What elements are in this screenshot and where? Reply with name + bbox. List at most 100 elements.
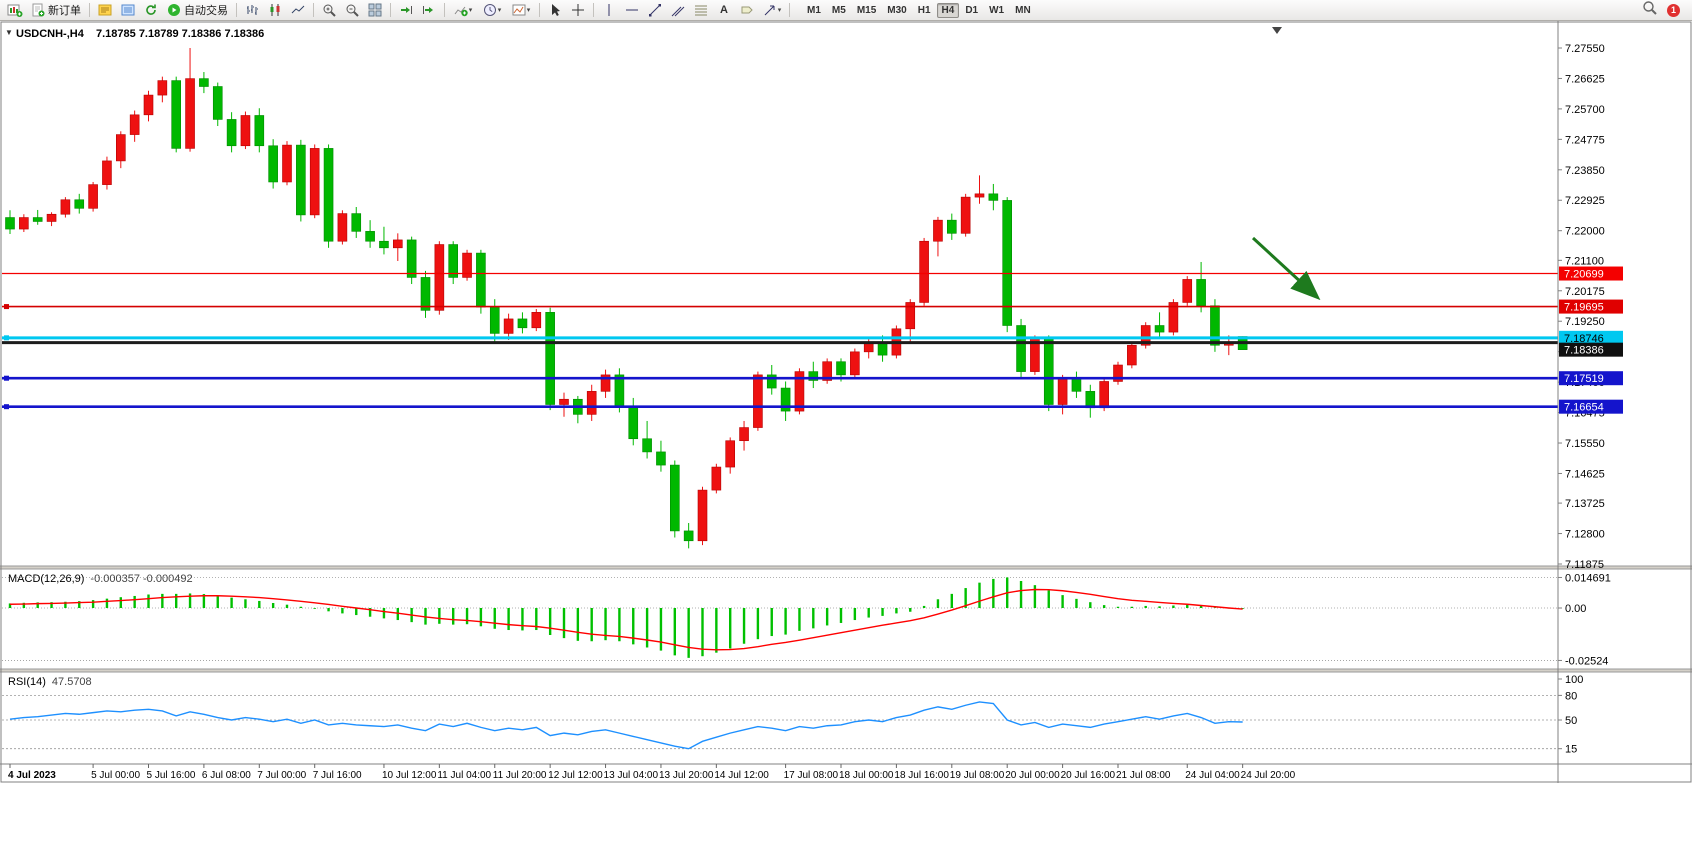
- toolbar-separator: [313, 3, 314, 17]
- market-watch-icon[interactable]: [94, 1, 116, 20]
- chart-shift-icon[interactable]: [418, 1, 440, 20]
- trend-arrow-annotation[interactable]: [1251, 236, 1321, 301]
- rsi-line: [9, 701, 1243, 750]
- chart-window: 7.27550 7.26625 7.25700 7.24775 7.23850 7.229…: [0, 21, 1692, 848]
- price-tag: [1559, 266, 1623, 281]
- zoom-in-icon[interactable]: [318, 1, 340, 20]
- macd-axis-label: -0.02524: [1565, 655, 1608, 667]
- chevron-down-icon: ▾: [497, 7, 502, 14]
- price-axis-label: 7.15550: [1565, 438, 1605, 450]
- candlestick-chart-icon[interactable]: [264, 1, 286, 20]
- time-axis-label: 6 Jul 08:00: [202, 770, 251, 781]
- time-axis-label: 12 Jul 12:00: [548, 770, 603, 781]
- rsi-panel: [2, 695, 1558, 750]
- time-axis-label: 5 Jul 16:00: [147, 770, 196, 781]
- chart-title-symbol: USDCNH-,H4: [16, 28, 85, 40]
- auto-scroll-icon[interactable]: [395, 1, 417, 20]
- timeframe-d1[interactable]: D1: [965, 4, 979, 16]
- time-axis-label: 13 Jul 04:00: [604, 770, 659, 781]
- time-axis-label: 21 Jul 08:00: [1116, 770, 1171, 781]
- timeframe-h1[interactable]: H1: [917, 4, 931, 16]
- notification-badge[interactable]: 1: [1667, 3, 1680, 17]
- trendline-tool-icon[interactable]: [644, 1, 666, 20]
- fibonacci-tool-icon[interactable]: [690, 1, 712, 20]
- price-tag: [1559, 399, 1623, 414]
- svg-text:7.18746: 7.18746: [1564, 333, 1604, 345]
- time-axis-label: 14 Jul 12:00: [714, 770, 769, 781]
- time-axis-label: 24 Jul 20:00: [1241, 770, 1296, 781]
- new-chart-icon[interactable]: [4, 1, 26, 20]
- line-handle[interactable]: [4, 304, 9, 310]
- line-handle[interactable]: [4, 375, 9, 381]
- new-order-label: 新订单: [48, 5, 81, 17]
- indicators-icon[interactable]: ▾: [449, 1, 477, 20]
- search-icon[interactable]: [1642, 0, 1657, 20]
- trading-chart[interactable]: 7.27550 7.26625 7.25700 7.24775 7.23850 7.229…: [0, 21, 1692, 848]
- time-axis-label: 19 Jul 08:00: [950, 770, 1005, 781]
- time-axis[interactable]: 4 Jul 2023 5 Jul 00:00 5 Jul 16:00 6 Jul 08…: [8, 764, 1296, 781]
- timeframe-w1[interactable]: W1: [989, 4, 1005, 16]
- text-tool-icon[interactable]: A: [720, 4, 728, 16]
- rsi-axis-label: 50: [1565, 715, 1577, 727]
- new-order-button[interactable]: 新订单: [27, 1, 85, 20]
- toolbar-separator: [539, 3, 540, 17]
- templates-icon[interactable]: ▾: [507, 1, 535, 20]
- timeframe-m30[interactable]: M30: [887, 4, 907, 16]
- time-axis-label: 18 Jul 16:00: [894, 770, 949, 781]
- svg-text:7.17519: 7.17519: [1564, 373, 1604, 385]
- navigator-refresh-icon[interactable]: [140, 1, 162, 20]
- macd-signal-line: [9, 588, 1243, 651]
- chevron-down-icon: ▾: [468, 7, 473, 14]
- chart-shift-marker[interactable]: [1272, 27, 1282, 34]
- cursor-icon[interactable]: [544, 1, 566, 20]
- toolbar-right-group: 1: [1642, 0, 1688, 20]
- periods-clock-icon[interactable]: ▾: [478, 1, 506, 20]
- chart-background: [0, 21, 1692, 848]
- time-axis-label: 17 Jul 08:00: [784, 770, 839, 781]
- ohlc-bars-icon[interactable]: [241, 1, 263, 20]
- rsi-label: RSI(14) 47.5708: [8, 676, 92, 688]
- timeframe-m15[interactable]: M15: [856, 4, 877, 16]
- svg-text:7.18386: 7.18386: [1564, 345, 1604, 357]
- line-handle[interactable]: [4, 404, 9, 410]
- price-tag: [1559, 330, 1623, 345]
- horizontal-lines: [2, 272, 1558, 410]
- time-axis-label: 13 Jul 20:00: [659, 770, 714, 781]
- toolbar-separator: [444, 3, 445, 17]
- time-axis-label: 11 Jul 20:00: [493, 770, 547, 781]
- price-axis-label: 7.24775: [1565, 134, 1605, 146]
- rsi-axis-label: 15: [1565, 744, 1577, 756]
- auto-trading-button[interactable]: 自动交易: [163, 1, 232, 20]
- timeframe-h4[interactable]: H4: [936, 2, 960, 18]
- chevron-down-icon: ▾: [526, 7, 531, 14]
- line-chart-icon[interactable]: [287, 1, 309, 20]
- symbol-expander-icon[interactable]: ▼: [5, 28, 13, 37]
- timeframe-group: M1 M5 M15 M30 H1 H4 D1 W1 MN: [802, 2, 1036, 18]
- vertical-line-tool-icon[interactable]: [598, 1, 620, 20]
- price-axis-label: 7.20175: [1565, 286, 1605, 298]
- new-order-icon: [31, 3, 45, 18]
- timeframe-m1[interactable]: M1: [807, 4, 821, 16]
- price-axis-label: 7.11875: [1565, 559, 1604, 571]
- zoom-out-icon[interactable]: [341, 1, 363, 20]
- arrows-tool-icon[interactable]: ▾: [759, 1, 785, 20]
- tile-windows-icon[interactable]: [364, 1, 386, 20]
- crosshair-icon[interactable]: [567, 1, 589, 20]
- macd-axis-label: 0.014691: [1565, 572, 1611, 584]
- toolbar-separator: [390, 3, 391, 17]
- label-tool-icon[interactable]: [736, 1, 758, 20]
- timeframe-mn[interactable]: MN: [1015, 4, 1031, 16]
- price-axis-label: 7.14625: [1565, 468, 1605, 480]
- toolbar-separator: [89, 3, 90, 17]
- time-axis-label: 11 Jul 04:00: [437, 770, 491, 781]
- timeframe-m5[interactable]: M5: [831, 4, 846, 16]
- time-axis-label: 5 Jul 00:00: [91, 770, 140, 781]
- price-axis-label: 7.13725: [1565, 498, 1605, 510]
- horizontal-line-tool-icon[interactable]: [621, 1, 643, 20]
- line-handle[interactable]: [4, 335, 9, 341]
- price-axis-label: 7.12800: [1565, 529, 1605, 541]
- channel-tool-icon[interactable]: [667, 1, 689, 20]
- price-tag: [1559, 299, 1623, 314]
- data-window-icon[interactable]: [117, 1, 139, 20]
- rsi-axis-label: 100: [1565, 674, 1583, 686]
